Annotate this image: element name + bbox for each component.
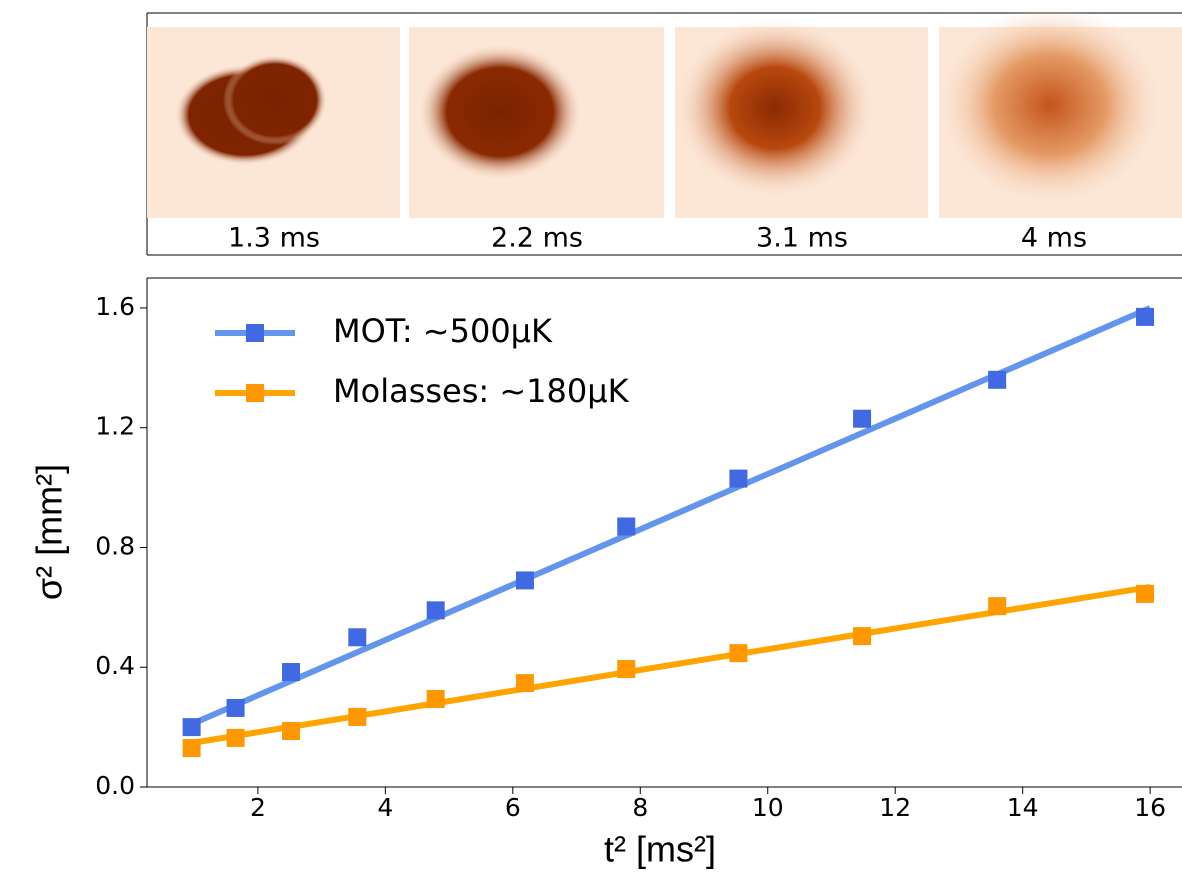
y-tick-label: 0.4: [95, 651, 135, 680]
data-point: [348, 708, 366, 726]
x-tick-label: 8: [632, 793, 648, 822]
data-point: [617, 660, 635, 678]
figure: 1.3 ms 2.2 ms 3.1 ms 4 ms t² [ms²] σ² [m…: [0, 0, 1182, 879]
x-tick-label: 16: [1134, 793, 1166, 822]
image-label: 1.3 ms: [228, 223, 320, 254]
data-point: [729, 470, 747, 488]
data-point: [427, 690, 445, 708]
x-axis-label: t² [ms²]: [604, 829, 716, 870]
data-point: [853, 410, 871, 428]
x-tick-label: 6: [505, 793, 521, 822]
y-axis-label: σ² [mm²]: [29, 464, 70, 600]
y-tick-label: 1.2: [95, 412, 135, 441]
legend-marker: [246, 384, 264, 402]
cloud: [223, 55, 327, 145]
image-label: 4 ms: [1021, 223, 1087, 254]
x-tick-label: 14: [1007, 793, 1039, 822]
data-point: [516, 571, 534, 589]
y-tick-label: 1.6: [95, 292, 135, 321]
data-point: [853, 627, 871, 645]
legend-label: Molasses: ~180µK: [333, 372, 630, 410]
data-point: [282, 663, 300, 681]
data-point: [988, 597, 1006, 615]
data-point: [617, 518, 635, 536]
legend-label: MOT: ~500µK: [333, 312, 553, 350]
y-tick-label: 0.8: [95, 531, 135, 560]
image-label: 2.2 ms: [491, 223, 583, 254]
fit-line: [192, 587, 1151, 743]
data-point: [348, 628, 366, 646]
data-point: [227, 699, 245, 717]
image-label: 3.1 ms: [756, 223, 848, 254]
data-point: [729, 644, 747, 662]
fit-line: [192, 308, 1151, 724]
y-tick-label: 0.0: [95, 771, 135, 800]
cloud: [418, 44, 582, 180]
x-tick-label: 12: [879, 793, 911, 822]
cloud: [675, 18, 875, 198]
data-point: [1136, 585, 1154, 603]
x-tick-label: 10: [752, 793, 784, 822]
cloud: [938, 5, 1162, 205]
data-point: [516, 674, 534, 692]
data-point: [988, 371, 1006, 389]
data-point: [227, 729, 245, 747]
image-panel: 1.3 ms 2.2 ms 3.1 ms 4 ms: [147, 5, 1182, 255]
data-point: [1136, 308, 1154, 326]
data-point: [183, 739, 201, 757]
data-point: [282, 722, 300, 740]
data-point: [427, 601, 445, 619]
legend-marker: [246, 324, 264, 342]
x-tick-label: 2: [250, 793, 266, 822]
data-point: [183, 718, 201, 736]
x-tick-label: 4: [377, 793, 393, 822]
